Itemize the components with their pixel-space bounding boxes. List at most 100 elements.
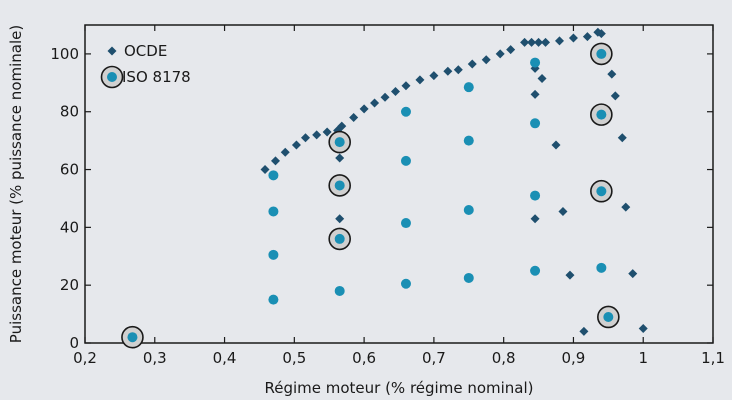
ocde-point [260, 165, 270, 175]
ocde-point [349, 113, 359, 123]
ocde-point [322, 127, 332, 137]
x-tick-label: 0,4 [213, 349, 237, 367]
ocde-point [558, 206, 568, 216]
ocde-point [541, 37, 551, 47]
ocde-point [530, 89, 540, 99]
y-tick-label: 40 [60, 218, 79, 236]
iso-point [463, 82, 474, 93]
ocde-point [401, 81, 411, 91]
x-axis-ticks: 0,2 0,3 0,4 0,5 0,6 0,7 0,8 0,9 1 1,1 [73, 25, 725, 367]
x-tick-label: 1 [638, 349, 648, 367]
ocde-point [565, 270, 575, 280]
ocde-point [495, 49, 505, 59]
iso-point [530, 190, 541, 201]
ocde-point [270, 156, 280, 166]
ocde-point [337, 121, 347, 131]
ocde-point [621, 202, 631, 212]
ocde-point [481, 55, 491, 65]
iso-dot [596, 109, 607, 120]
ocde-point [391, 86, 401, 96]
ocde-point [596, 29, 606, 39]
iso-dot [603, 311, 614, 322]
iso-dot [596, 186, 607, 197]
y-tick-label: 80 [60, 103, 79, 121]
iso-point [268, 249, 279, 260]
y-axis-title: Puissance moteur (% puissance nominale) [7, 25, 25, 343]
iso-point [596, 262, 607, 273]
x-tick-label: 0,2 [73, 349, 97, 367]
x-tick-label: 0,5 [282, 349, 306, 367]
iso-point [400, 155, 411, 166]
y-tick-label: 0 [69, 334, 79, 352]
ocde-point [610, 91, 620, 101]
iso-point [530, 265, 541, 276]
iso-point-circled [590, 103, 613, 126]
ocde-point [335, 153, 345, 163]
data-points [121, 27, 648, 349]
legend-label: ISO 8178 [122, 68, 191, 86]
iso-point-circled [328, 227, 351, 251]
ocde-point [370, 98, 380, 108]
iso-dot [334, 137, 345, 148]
x-tick-label: 0,9 [562, 349, 586, 367]
ocde-point [568, 33, 578, 43]
iso-dot [107, 72, 117, 82]
iso-dot [596, 48, 607, 59]
x-tick-label: 0,7 [422, 349, 446, 367]
iso-point [400, 218, 411, 229]
iso-point [400, 106, 411, 117]
x-tick-label: 0,3 [143, 349, 167, 367]
y-tick-label: 60 [60, 161, 79, 179]
x-tick-label: 0,8 [492, 349, 516, 367]
ocde-point [380, 92, 390, 102]
iso-dot [334, 233, 345, 244]
ocde-point [534, 37, 544, 47]
ocde-point [467, 59, 477, 69]
ocde-point [638, 324, 648, 334]
iso-point-circled [590, 42, 613, 66]
ocde-point [300, 133, 310, 143]
legend-label: OCDE [124, 42, 167, 60]
iso-point [334, 285, 345, 296]
ocde-point [628, 269, 638, 279]
ocde-point [359, 104, 369, 114]
x-tick-label: 0,6 [352, 349, 376, 367]
ocde-point [429, 71, 439, 81]
ocde-point [453, 65, 463, 75]
x-tick-label: 1,1 [701, 349, 725, 367]
ocde-point [291, 140, 301, 150]
ocde-point [527, 37, 537, 47]
iso-point [268, 206, 279, 217]
ocde-point [520, 37, 530, 47]
ocde-point [506, 45, 516, 55]
iso-point-circled [328, 130, 351, 154]
iso-point [268, 294, 279, 305]
iso-point [463, 205, 474, 216]
y-tick-label: 100 [50, 45, 79, 63]
plot-area [84, 24, 714, 344]
ocde-point [415, 75, 425, 85]
ocde-point [607, 69, 617, 79]
ocde-point [554, 36, 564, 46]
y-tick-label: 20 [60, 276, 79, 294]
ocde-point [530, 214, 540, 224]
ocde-point [551, 140, 561, 150]
ocde-point [443, 66, 453, 76]
ocde-point [582, 32, 592, 42]
ocde-point [537, 73, 547, 83]
iso-point [463, 272, 474, 283]
iso-point-circled [590, 179, 613, 203]
iso-point [400, 278, 411, 289]
iso-dot [127, 332, 138, 343]
iso-point [463, 135, 474, 146]
y-axis-ticks: 0 20 40 60 80 100 [50, 45, 713, 352]
iso-point-circled [121, 325, 144, 349]
ocde-point [312, 130, 322, 140]
legend-ocde-marker [107, 46, 117, 56]
iso-point [530, 57, 541, 68]
ocde-point [617, 133, 627, 143]
iso-point-circled [328, 174, 351, 197]
x-axis-title: Régime moteur (% régime nominal) [264, 379, 533, 397]
iso-point [268, 170, 279, 181]
